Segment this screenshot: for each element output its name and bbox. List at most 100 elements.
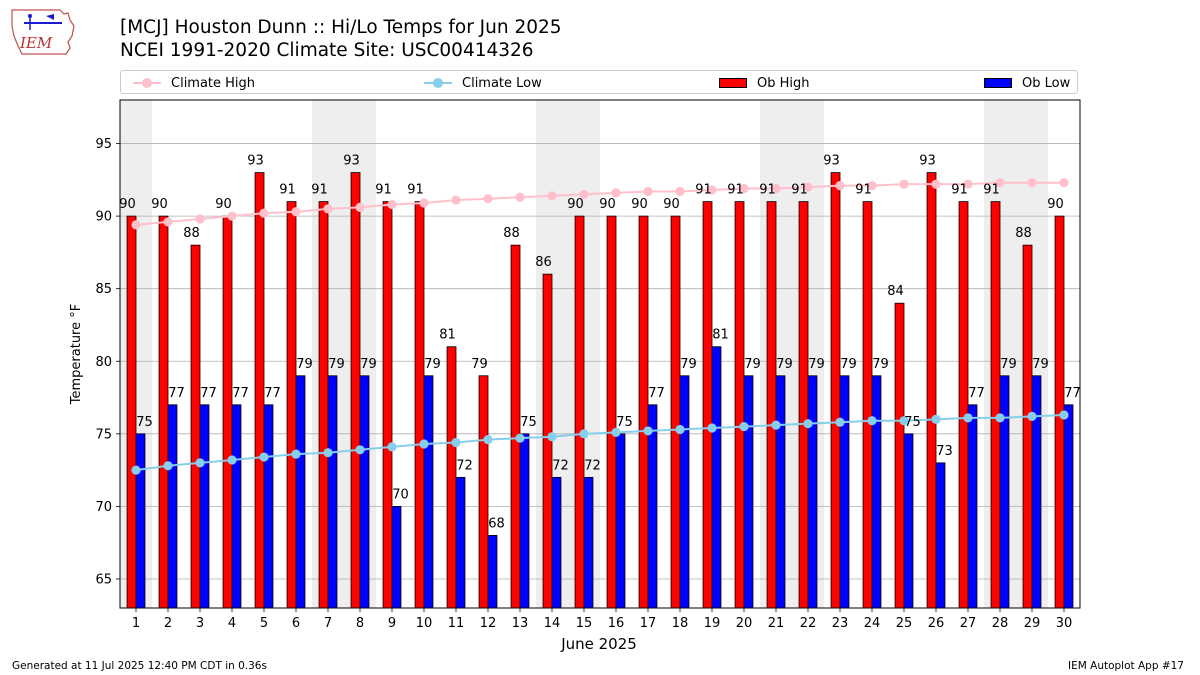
x-tick-label: 22 <box>800 616 817 631</box>
ob-low-bar <box>263 404 274 609</box>
ob-high-bar <box>542 273 553 609</box>
ob-high-value-label: 90 <box>599 197 616 212</box>
ob-low-bar <box>327 375 338 609</box>
ob-high-bar <box>958 201 969 609</box>
ob-low-bar <box>423 375 434 609</box>
y-tick-label: 95 <box>95 137 112 152</box>
ob-low-value-label: 75 <box>616 415 633 430</box>
climate-low-point <box>355 445 365 455</box>
ob-high-bar <box>446 346 457 609</box>
ob-high-bar <box>606 215 617 609</box>
x-tick-label: 28 <box>992 616 1009 631</box>
climate-high-point <box>611 188 621 198</box>
legend-climate-high: Climate High <box>133 73 255 93</box>
climate-low-point <box>675 424 685 435</box>
ob-low-value-label: 77 <box>232 386 249 401</box>
ob-low-bar <box>903 433 914 609</box>
climate-high-point <box>579 189 589 199</box>
ob-low-value-label: 79 <box>360 357 377 372</box>
ob-high-bar <box>190 244 201 609</box>
ob-high-value-label: 91 <box>311 183 328 198</box>
ob-high-bar <box>382 201 393 609</box>
x-tick-label: 27 <box>960 616 977 631</box>
climate-low-point <box>771 420 781 430</box>
gridlines <box>120 143 1080 580</box>
legend: Climate High Climate Low Ob High Ob Low <box>120 70 1078 94</box>
shade-day-22 <box>792 100 824 608</box>
x-tick-label: 12 <box>480 616 497 631</box>
climate-high-point <box>675 186 685 197</box>
climate-low-point <box>451 437 461 448</box>
climate-low-point <box>259 452 269 462</box>
ob-high-value-label: 90 <box>1047 197 1064 212</box>
ob-high-value-label: 90 <box>567 197 584 212</box>
ob-low-bar <box>1031 375 1042 609</box>
climate-low-point <box>227 455 237 465</box>
climate-high-point <box>931 179 941 189</box>
x-tick-label: 17 <box>640 616 657 631</box>
climate-lines <box>131 178 1069 475</box>
ob-low-value-label: 79 <box>776 357 793 372</box>
climate-low-point <box>131 465 141 475</box>
climate-high-point <box>483 194 493 204</box>
chart-title: [MCJ] Houston Dunn :: Hi/Lo Temps for Ju… <box>120 17 562 38</box>
x-tick-label: 29 <box>1024 616 1041 631</box>
bar-value-labels: 90 75 90 77 88 77 90 77 93 77 91 79 91 79 93 79 91 70 91 79… <box>119 154 1081 532</box>
ob-high-bar <box>510 244 521 609</box>
ob-high-bar <box>1022 244 1033 609</box>
climate-low-line <box>135 413 1065 472</box>
climate-low-point <box>291 449 301 459</box>
climate-low-point <box>835 417 845 427</box>
climate-high-point <box>291 207 301 217</box>
climate-high-point <box>899 179 909 189</box>
ob-low-value-label: 77 <box>200 386 217 401</box>
ob-high-value-label: 81 <box>439 328 456 343</box>
ob-low-value-label: 79 <box>1032 357 1049 372</box>
ob-high-value-label: 91 <box>279 183 296 198</box>
climate-high-point <box>835 181 845 191</box>
x-tick-label: 30 <box>1056 616 1073 631</box>
ob-low-bar <box>1063 404 1074 609</box>
shade-day-15 <box>568 100 600 608</box>
ob-low-bar <box>519 433 530 609</box>
ob-high-bar <box>990 201 1001 609</box>
climate-high-point <box>803 182 813 192</box>
ob-low-bar <box>231 404 242 609</box>
climate-low-point <box>611 427 621 437</box>
legend-climate-high-label: Climate High <box>171 75 256 91</box>
climate-low-point <box>739 421 749 432</box>
ob-high-value-label: 93 <box>343 154 360 169</box>
climate-high-line <box>135 181 1064 226</box>
shade-day-29 <box>1016 100 1048 608</box>
ob-high-bar <box>574 215 585 609</box>
ob-low-bar <box>167 404 178 609</box>
x-tick-label: 26 <box>928 616 945 631</box>
x-tick-label: 10 <box>416 616 433 631</box>
ob-high-bar <box>926 172 937 609</box>
ob-high-bar <box>862 201 873 609</box>
ob-high-value-label: 88 <box>503 226 520 241</box>
legend-ob-high-label: Ob High <box>757 75 810 91</box>
climate-low-point <box>899 416 909 426</box>
ob-high-bar <box>286 201 297 609</box>
legend-climate-low-label: Climate Low <box>462 75 542 91</box>
ob-high-value-label: 88 <box>183 226 200 241</box>
climate-high-point <box>995 178 1005 188</box>
ob-low-bar <box>839 375 850 609</box>
ob-high-value-label: 91 <box>695 183 712 198</box>
ob-high-value-label: 79 <box>471 357 488 372</box>
shade-day-7 <box>312 100 344 608</box>
ob-high-bar <box>478 375 489 609</box>
climate-high-point <box>1027 178 1037 188</box>
ob-low-value-label: 81 <box>712 328 729 343</box>
ob-low-bar <box>199 404 210 609</box>
ob-low-value-label: 79 <box>840 357 857 372</box>
x-tick-label: 21 <box>768 616 785 631</box>
climate-high-swatch <box>133 77 161 89</box>
x-tick-label: 1 <box>132 616 140 631</box>
climate-high-point <box>195 214 205 224</box>
ob-low-value-label: 79 <box>872 357 889 372</box>
ob-low-value-label: 79 <box>1000 357 1017 372</box>
climate-high-point <box>963 179 973 189</box>
ob-low-value-label: 77 <box>648 386 665 401</box>
